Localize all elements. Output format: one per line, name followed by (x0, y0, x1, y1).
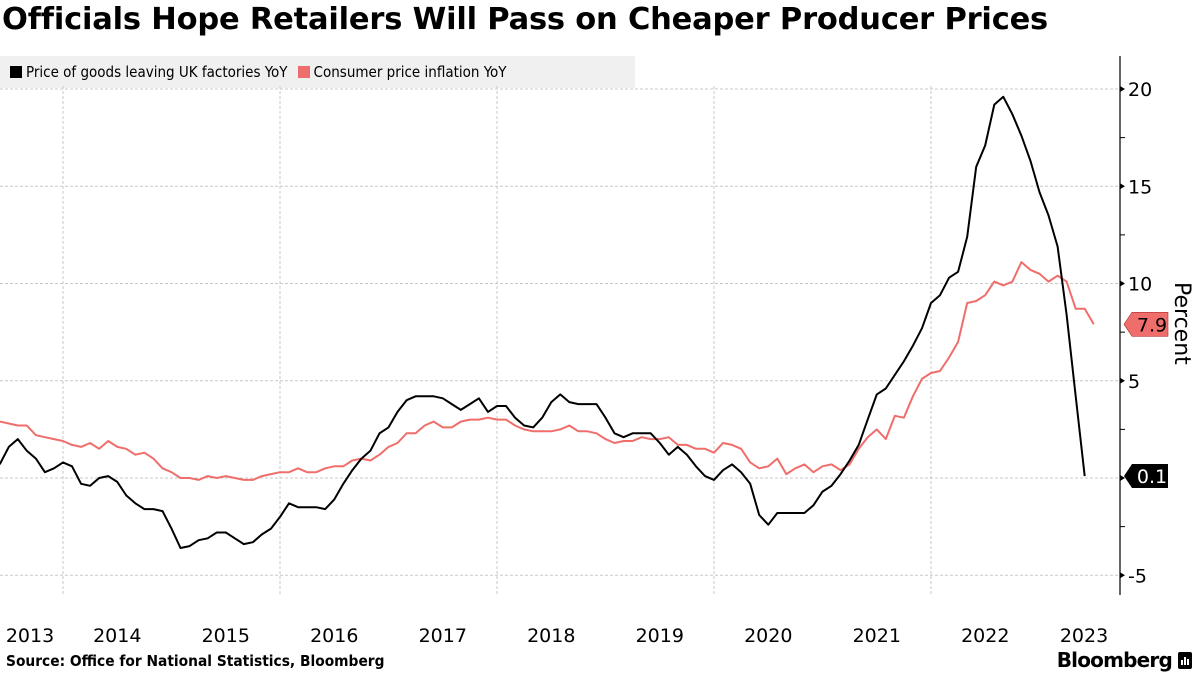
x-axis: 2013 2014 2015 2016 2017 2018 2019 2020 2021 2022… (6, 625, 1108, 647)
x-tick-label: 2019 (636, 625, 684, 647)
y-tick-label: 5 (1128, 371, 1140, 393)
x-tick-label: 2017 (419, 625, 467, 647)
legend-swatch-cpi (297, 66, 310, 78)
x-tick-label: 2021 (853, 625, 901, 647)
bloomberg-logo: Bloomberg (1057, 648, 1192, 672)
x-tick-label: 2022 (961, 625, 1009, 647)
legend-swatch-ppi (10, 66, 22, 78)
x-tick-label: 2014 (93, 625, 141, 647)
series-line-cpi (0, 261, 1095, 481)
y-tick-marker (1120, 572, 1125, 579)
source-note: Source: Office for National Statistics, … (6, 652, 385, 670)
y-axis: -5 0 5 10 15 20 (1119, 56, 1152, 595)
last-value-badge (1123, 312, 1169, 337)
y-tick-label: -5 (1128, 565, 1147, 587)
last-value-text: 7.9 (1137, 314, 1167, 336)
x-tick-label: 2013 (6, 625, 54, 647)
legend: Price of goods leaving UK factories YoY … (0, 56, 635, 88)
legend-label-cpi: Consumer price inflation YoY (313, 63, 507, 81)
y-tick-marker (1120, 475, 1125, 481)
y-tick-marker (1120, 280, 1125, 287)
last-value-label-ppi: 0.1 (1124, 464, 1168, 489)
chart-title: Officials Hope Retailers Will Pass on Ch… (2, 2, 1049, 37)
legend-item-ppi: Price of goods leaving UK factories YoY (10, 63, 288, 81)
gridlines (0, 86, 1120, 595)
brand-name: Bloomberg (1056, 648, 1173, 672)
last-value-badge (1124, 464, 1168, 489)
x-tick-label: 2018 (527, 625, 575, 647)
legend-item-cpi: Consumer price inflation YoY (297, 63, 507, 81)
last-value-labels: 0.1 7.9 (1123, 312, 1169, 489)
last-value-text: 0.1 (1137, 466, 1167, 488)
last-value-label-cpi: 7.9 (1123, 312, 1169, 337)
y-tick-marker (1120, 183, 1125, 190)
y-tick-marker (1120, 377, 1125, 384)
y-tick-marker (1120, 86, 1125, 92)
legend-label-ppi: Price of goods leaving UK factories YoY (26, 63, 288, 81)
y-tick-label: 0 (1128, 468, 1140, 490)
x-tick-label: 2020 (744, 625, 792, 647)
series-line-ppi (0, 95, 1086, 549)
bloomberg-terminal-icon (1178, 651, 1192, 669)
series-lines (0, 95, 1095, 549)
y-tick-label: 15 (1128, 176, 1152, 198)
y-tick-label: 20 (1128, 79, 1152, 101)
y-axis-label: Percent (1169, 282, 1194, 365)
y-tick-label: 10 (1128, 274, 1152, 296)
x-tick-label: 2016 (310, 625, 358, 647)
x-tick-label: 2015 (202, 625, 250, 647)
x-tick-label: 2023 (1060, 625, 1108, 647)
